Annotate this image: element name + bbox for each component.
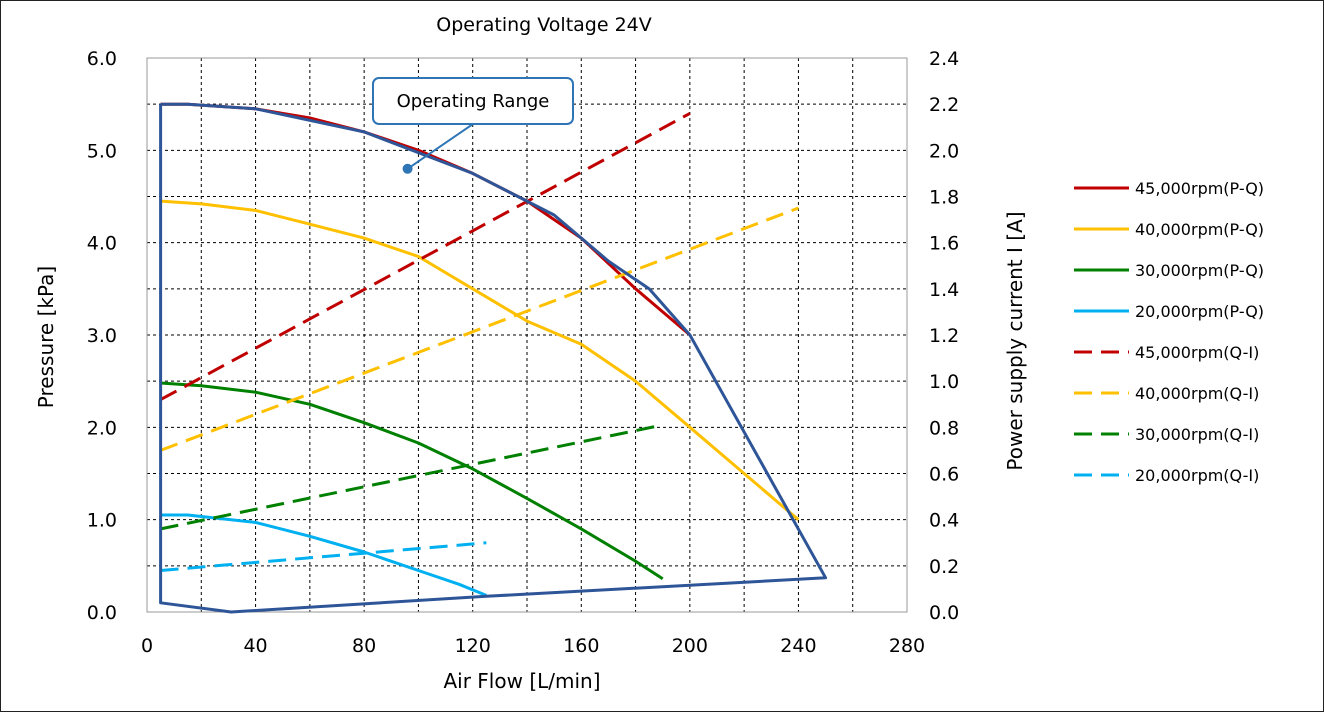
plot-area-border	[146, 57, 908, 613]
y-tick-label: 4.0	[87, 233, 117, 255]
series-layer	[159, 102, 828, 614]
series-line	[160, 541, 487, 572]
legend-label: 30,000rpm(Q-I)	[1135, 425, 1259, 444]
x-tick-label: 0	[141, 635, 153, 657]
y2-tick-label: 1.6	[929, 233, 959, 255]
callout-label: Operating Range	[397, 91, 550, 112]
y2-tick-label: 0.8	[929, 417, 959, 439]
series-line	[160, 102, 691, 337]
y2-axis-title: Power supply current I [A]	[1003, 211, 1027, 470]
callout: Operating Range	[372, 77, 574, 174]
y2-tick-label: 0.6	[929, 464, 959, 486]
y-tick-label: 0.0	[87, 602, 117, 624]
y-axis-title: Pressure [kPa]	[34, 266, 58, 408]
legend: 45,000rpm(P-Q) 40,000rpm(P-Q) 30,000rpm(P-…	[1074, 179, 1264, 485]
series-line	[159, 112, 691, 401]
operating-range-boundary	[159, 102, 828, 614]
legend-label: 20,000rpm(Q-I)	[1135, 466, 1259, 485]
callout-marker	[402, 163, 413, 174]
y-tick-label: 5.0	[87, 140, 117, 162]
y2-tick-label: 1.0	[929, 371, 959, 393]
x-tick-label: 40	[243, 635, 267, 657]
legend-label: 20,000rpm(P-Q)	[1135, 302, 1264, 321]
series-line	[160, 206, 799, 452]
series-line	[160, 381, 664, 581]
y-tick-label: 6.0	[87, 48, 117, 70]
legend-label: 40,000rpm(Q-I)	[1135, 384, 1259, 403]
legend-label: 45,000rpm(P-Q)	[1135, 179, 1264, 198]
legend-label: 30,000rpm(P-Q)	[1135, 261, 1264, 280]
y2-tick-label: 0.2	[929, 556, 959, 578]
legend-label: 45,000rpm(Q-I)	[1135, 343, 1259, 362]
callout-box	[372, 77, 574, 125]
tick-labels: 0 40 80 120 160 200 240 2800.01.02.03.04.05.06.…	[87, 48, 959, 657]
x-tick-label: 200	[672, 635, 708, 657]
axes	[146, 57, 908, 613]
x-axis-title: Air Flow [L/min]	[443, 669, 600, 693]
series-line	[160, 199, 800, 521]
y2-tick-label: 1.2	[929, 325, 959, 347]
series-line	[160, 423, 664, 531]
y-tick-label: 3.0	[87, 325, 117, 347]
x-tick-label: 80	[352, 635, 376, 657]
x-tick-label: 160	[563, 635, 599, 657]
y2-tick-label: 2.2	[929, 94, 959, 116]
y2-tick-label: 1.4	[929, 279, 959, 301]
y2-tick-label: 0.4	[929, 510, 959, 532]
y2-tick-label: 2.0	[929, 140, 959, 162]
y2-tick-label: 1.8	[929, 187, 959, 209]
grid	[147, 58, 907, 612]
legend-label: 40,000rpm(P-Q)	[1135, 220, 1264, 239]
y-tick-label: 2.0	[87, 417, 117, 439]
callout-leader-line	[407, 123, 474, 170]
series-line	[160, 513, 487, 597]
chart-title: Operating Voltage 24V	[436, 14, 652, 36]
y2-tick-label: 2.4	[929, 48, 959, 70]
x-tick-label: 240	[780, 635, 816, 657]
y2-tick-label: 0.0	[929, 602, 959, 624]
y-tick-label: 1.0	[87, 510, 117, 532]
x-tick-label: 120	[455, 635, 491, 657]
x-tick-label: 280	[889, 635, 925, 657]
